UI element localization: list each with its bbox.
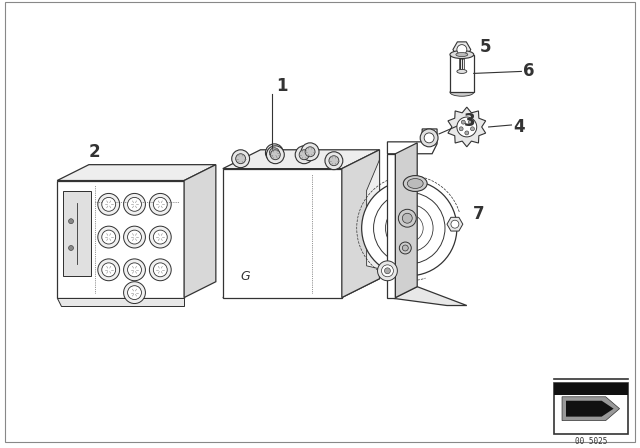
Circle shape [271, 150, 280, 159]
Polygon shape [57, 165, 216, 181]
Ellipse shape [407, 179, 423, 189]
Circle shape [98, 194, 120, 215]
Circle shape [451, 220, 459, 228]
Circle shape [305, 147, 315, 157]
Circle shape [149, 259, 172, 281]
Polygon shape [447, 217, 463, 231]
Circle shape [398, 209, 416, 227]
Text: 7: 7 [473, 205, 484, 223]
Circle shape [325, 152, 343, 170]
Circle shape [232, 150, 250, 168]
Circle shape [301, 143, 319, 161]
Circle shape [127, 286, 141, 300]
Circle shape [98, 259, 120, 281]
Ellipse shape [403, 176, 427, 191]
Text: 4: 4 [513, 118, 525, 136]
Circle shape [362, 181, 457, 276]
Circle shape [424, 133, 434, 143]
Polygon shape [223, 279, 380, 297]
Circle shape [102, 198, 116, 211]
Circle shape [403, 245, 408, 251]
Circle shape [459, 127, 463, 131]
Text: 5: 5 [480, 38, 492, 56]
Bar [554, 383, 627, 435]
Circle shape [98, 226, 120, 248]
Circle shape [266, 146, 284, 164]
Ellipse shape [450, 51, 474, 59]
Polygon shape [566, 401, 614, 417]
Text: 1: 1 [276, 77, 288, 95]
Circle shape [403, 213, 412, 223]
Circle shape [470, 127, 474, 131]
Ellipse shape [450, 88, 474, 96]
Polygon shape [396, 143, 417, 297]
Circle shape [68, 246, 74, 250]
Ellipse shape [457, 69, 467, 73]
Circle shape [154, 230, 167, 244]
Polygon shape [57, 181, 184, 297]
Circle shape [124, 259, 145, 281]
Circle shape [461, 120, 465, 124]
Bar [554, 383, 627, 395]
Circle shape [457, 117, 477, 137]
Circle shape [102, 230, 116, 244]
Polygon shape [342, 150, 380, 297]
Circle shape [124, 282, 145, 304]
Circle shape [102, 263, 116, 277]
Polygon shape [57, 297, 184, 306]
Polygon shape [63, 191, 91, 276]
Circle shape [295, 146, 313, 164]
Polygon shape [453, 42, 471, 57]
Circle shape [465, 131, 468, 135]
Text: 6: 6 [524, 62, 535, 81]
Circle shape [68, 219, 74, 224]
Polygon shape [387, 287, 467, 306]
Circle shape [381, 265, 394, 277]
Polygon shape [184, 165, 216, 297]
Circle shape [420, 129, 438, 147]
Polygon shape [387, 154, 396, 297]
Text: 2: 2 [89, 143, 100, 161]
Polygon shape [223, 150, 380, 168]
Circle shape [154, 198, 167, 211]
Circle shape [468, 120, 472, 124]
Circle shape [399, 242, 412, 254]
Circle shape [329, 156, 339, 166]
Polygon shape [387, 129, 437, 154]
Circle shape [299, 150, 309, 159]
Text: G: G [241, 270, 250, 283]
Circle shape [378, 261, 397, 281]
Text: 00 5025: 00 5025 [575, 437, 607, 447]
Circle shape [149, 226, 172, 248]
Circle shape [149, 194, 172, 215]
Circle shape [154, 263, 167, 277]
Circle shape [385, 268, 390, 274]
Circle shape [236, 154, 246, 164]
Circle shape [124, 194, 145, 215]
Polygon shape [562, 397, 620, 421]
Circle shape [269, 148, 279, 158]
Bar [450, 55, 474, 92]
Circle shape [266, 144, 284, 162]
Polygon shape [223, 168, 342, 297]
Circle shape [127, 263, 141, 277]
Circle shape [127, 230, 141, 244]
Circle shape [127, 198, 141, 211]
Ellipse shape [456, 52, 468, 56]
Text: 3: 3 [464, 112, 476, 130]
Circle shape [124, 226, 145, 248]
Circle shape [457, 45, 467, 55]
Polygon shape [367, 159, 380, 269]
Polygon shape [448, 107, 486, 147]
